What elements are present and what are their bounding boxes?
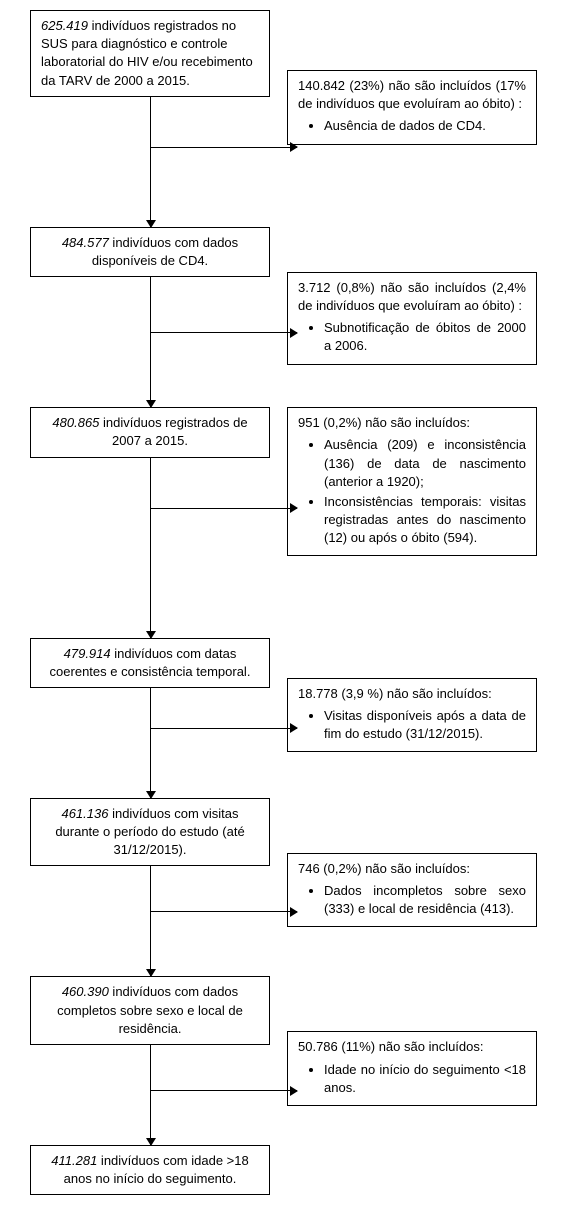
node-count: 460.390: [62, 984, 109, 999]
flow-node-1: 625.419 indivíduos registrados no SUS pa…: [30, 10, 270, 97]
node-count: 411.281: [51, 1153, 97, 1168]
flow-node-6: 460.390 indivíduos com dados completos s…: [30, 976, 270, 1045]
node-text: indivíduos registrados de 2007 a 2015.: [99, 415, 247, 448]
node-text: indivíduos com dados disponíveis de CD4.: [92, 235, 238, 268]
node-count: 461.136: [61, 806, 108, 821]
flowchart-container: 625.419 indivíduos registrados no SUS pa…: [10, 10, 552, 1195]
exclusion-header: 951 (0,2%) não são incluídos:: [298, 414, 526, 432]
flow-node-7: 411.281 indivíduos com idade >18 anos no…: [30, 1145, 270, 1195]
flow-node-5: 461.136 indivíduos com visitas durante o…: [30, 798, 270, 867]
node-count: 625.419: [41, 18, 88, 33]
flow-node-4: 479.914 indivíduos com datas coerentes e…: [30, 638, 270, 688]
node-count: 479.914: [64, 646, 111, 661]
node-count: 484.577: [62, 235, 109, 250]
node-count: 480.865: [52, 415, 99, 430]
flow-node-3: 480.865 indivíduos registrados de 2007 a…: [30, 407, 270, 457]
flow-node-2: 484.577 indivíduos com dados disponíveis…: [30, 227, 270, 277]
